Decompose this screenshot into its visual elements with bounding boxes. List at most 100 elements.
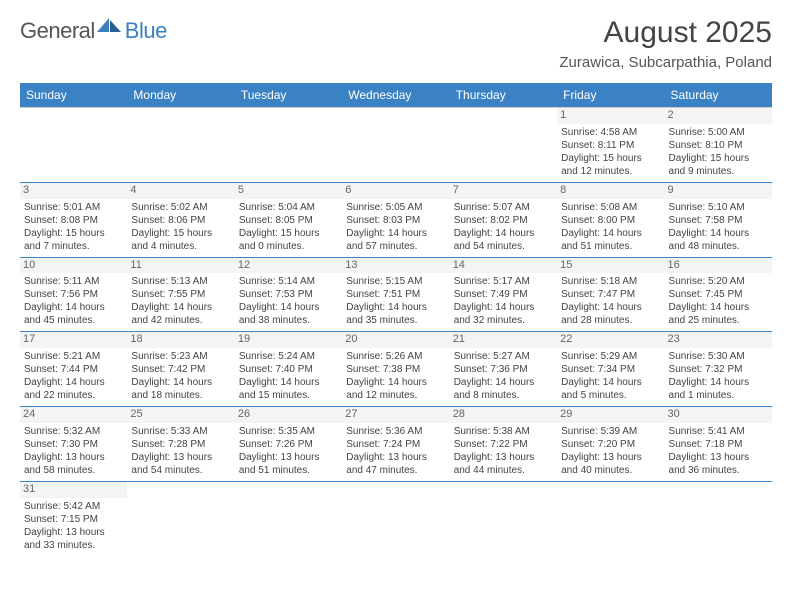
calendar-cell: 2 Sunrise: 5:00 AMSunset: 8:10 PMDaylight… bbox=[665, 108, 772, 183]
day-info: Sunrise: 5:05 AMSunset: 8:03 PMDaylight:… bbox=[346, 201, 445, 253]
weekday-row: SundayMondayTuesdayWednesdayThursdayFrid… bbox=[20, 83, 772, 108]
weekday-header: Saturday bbox=[665, 83, 772, 108]
calendar-cell-empty bbox=[20, 108, 127, 183]
calendar-row: 31 Sunrise: 5:42 AMSunset: 7:15 PMDayligh… bbox=[20, 481, 772, 555]
day-info: Sunrise: 5:27 AMSunset: 7:36 PMDaylight:… bbox=[454, 350, 553, 402]
calendar-cell: 21 Sunrise: 5:27 AMSunset: 7:36 PMDayligh… bbox=[450, 332, 557, 407]
calendar-cell: 23Sunrise: 5:30 AMSunset: 7:32 PMDayligh… bbox=[665, 332, 772, 407]
calendar-cell: 6 Sunrise: 5:05 AMSunset: 8:03 PMDaylight… bbox=[342, 182, 449, 257]
day-info: Sunrise: 5:20 AMSunset: 7:45 PMDaylight:… bbox=[669, 275, 768, 327]
day-info: Sunrise: 5:21 AMSunset: 7:44 PMDaylight:… bbox=[24, 350, 123, 402]
calendar-body: 1Sunrise: 4:58 AMSunset: 8:11 PMDaylight… bbox=[20, 108, 772, 556]
day-number: 7 bbox=[450, 183, 557, 199]
weekday-header: Thursday bbox=[450, 83, 557, 108]
calendar-cell: 9 Sunrise: 5:10 AMSunset: 7:58 PMDaylight… bbox=[665, 182, 772, 257]
day-info: Sunrise: 5:41 AMSunset: 7:18 PMDaylight:… bbox=[669, 425, 768, 477]
day-info: Sunrise: 5:11 AMSunset: 7:56 PMDaylight:… bbox=[24, 275, 123, 327]
day-info: Sunrise: 5:23 AMSunset: 7:42 PMDaylight:… bbox=[131, 350, 230, 402]
logo-sail-icon bbox=[95, 16, 123, 34]
calendar-row: 24 Sunrise: 5:32 AMSunset: 7:30 PMDayligh… bbox=[20, 407, 772, 482]
weekday-header: Monday bbox=[127, 83, 234, 108]
day-number: 27 bbox=[342, 407, 449, 423]
calendar-cell: 28 Sunrise: 5:38 AMSunset: 7:22 PMDayligh… bbox=[450, 407, 557, 482]
header: General Blue August 2025 Zurawica, Subca… bbox=[20, 18, 772, 71]
calendar-table: SundayMondayTuesdayWednesdayThursdayFrid… bbox=[20, 83, 772, 556]
day-number: 19 bbox=[235, 332, 342, 348]
weekday-header: Wednesday bbox=[342, 83, 449, 108]
day-number: 20 bbox=[342, 332, 449, 348]
day-number: 15 bbox=[557, 258, 664, 274]
calendar-cell: 31 Sunrise: 5:42 AMSunset: 7:15 PMDayligh… bbox=[20, 481, 127, 555]
day-number: 21 bbox=[450, 332, 557, 348]
calendar-cell: 26 Sunrise: 5:35 AMSunset: 7:26 PMDayligh… bbox=[235, 407, 342, 482]
day-number: 8 bbox=[557, 183, 664, 199]
calendar-cell: 5Sunrise: 5:04 AMSunset: 8:05 PMDaylight… bbox=[235, 182, 342, 257]
day-number: 30 bbox=[665, 407, 772, 423]
day-number: 5 bbox=[235, 183, 342, 199]
calendar-row: 1Sunrise: 4:58 AMSunset: 8:11 PMDaylight… bbox=[20, 108, 772, 183]
day-number: 1 bbox=[557, 108, 664, 124]
day-info: Sunrise: 5:15 AMSunset: 7:51 PMDaylight:… bbox=[346, 275, 445, 327]
day-number: 16 bbox=[665, 258, 772, 274]
day-number: 23 bbox=[665, 332, 772, 348]
day-number: 31 bbox=[20, 482, 127, 498]
calendar-row: 17 Sunrise: 5:21 AMSunset: 7:44 PMDayligh… bbox=[20, 332, 772, 407]
calendar-cell: 29 Sunrise: 5:39 AMSunset: 7:20 PMDayligh… bbox=[557, 407, 664, 482]
calendar-cell: 10Sunrise: 5:11 AMSunset: 7:56 PMDayligh… bbox=[20, 257, 127, 332]
day-number: 26 bbox=[235, 407, 342, 423]
day-info: Sunrise: 5:42 AMSunset: 7:15 PMDaylight:… bbox=[24, 500, 123, 552]
calendar-head: SundayMondayTuesdayWednesdayThursdayFrid… bbox=[20, 83, 772, 108]
weekday-header: Sunday bbox=[20, 83, 127, 108]
calendar-cell-empty bbox=[235, 108, 342, 183]
day-info: Sunrise: 5:35 AMSunset: 7:26 PMDaylight:… bbox=[239, 425, 338, 477]
title-block: August 2025 Zurawica, Subcarpathia, Pola… bbox=[559, 18, 772, 71]
calendar-cell: 17 Sunrise: 5:21 AMSunset: 7:44 PMDayligh… bbox=[20, 332, 127, 407]
day-number: 14 bbox=[450, 258, 557, 274]
day-info: Sunrise: 5:10 AMSunset: 7:58 PMDaylight:… bbox=[669, 201, 768, 253]
day-info: Sunrise: 5:26 AMSunset: 7:38 PMDaylight:… bbox=[346, 350, 445, 402]
day-info: Sunrise: 5:17 AMSunset: 7:49 PMDaylight:… bbox=[454, 275, 553, 327]
day-info: Sunrise: 5:32 AMSunset: 7:30 PMDaylight:… bbox=[24, 425, 123, 477]
calendar-cell-empty bbox=[127, 108, 234, 183]
day-info: Sunrise: 5:38 AMSunset: 7:22 PMDaylight:… bbox=[454, 425, 553, 477]
calendar-cell: 8 Sunrise: 5:08 AMSunset: 8:00 PMDaylight… bbox=[557, 182, 664, 257]
day-number: 12 bbox=[235, 258, 342, 274]
calendar-cell-empty bbox=[342, 108, 449, 183]
day-number: 9 bbox=[665, 183, 772, 199]
day-info: Sunrise: 5:08 AMSunset: 8:00 PMDaylight:… bbox=[561, 201, 660, 253]
day-info: Sunrise: 5:29 AMSunset: 7:34 PMDaylight:… bbox=[561, 350, 660, 402]
day-info: Sunrise: 5:13 AMSunset: 7:55 PMDaylight:… bbox=[131, 275, 230, 327]
day-info: Sunrise: 5:36 AMSunset: 7:24 PMDaylight:… bbox=[346, 425, 445, 477]
day-number: 6 bbox=[342, 183, 449, 199]
day-info: Sunrise: 5:39 AMSunset: 7:20 PMDaylight:… bbox=[561, 425, 660, 477]
day-number: 11 bbox=[127, 258, 234, 274]
calendar-cell: 12Sunrise: 5:14 AMSunset: 7:53 PMDayligh… bbox=[235, 257, 342, 332]
day-number: 25 bbox=[127, 407, 234, 423]
calendar-page: General Blue August 2025 Zurawica, Subca… bbox=[0, 0, 792, 612]
calendar-cell: 22Sunrise: 5:29 AMSunset: 7:34 PMDayligh… bbox=[557, 332, 664, 407]
calendar-cell: 11Sunrise: 5:13 AMSunset: 7:55 PMDayligh… bbox=[127, 257, 234, 332]
day-number: 28 bbox=[450, 407, 557, 423]
day-info: Sunrise: 5:00 AMSunset: 8:10 PMDaylight:… bbox=[669, 126, 768, 178]
logo-text-blue: Blue bbox=[125, 18, 167, 44]
day-info: Sunrise: 5:24 AMSunset: 7:40 PMDaylight:… bbox=[239, 350, 338, 402]
calendar-cell: 19 Sunrise: 5:24 AMSunset: 7:40 PMDayligh… bbox=[235, 332, 342, 407]
day-number: 29 bbox=[557, 407, 664, 423]
calendar-cell-empty bbox=[450, 481, 557, 555]
calendar-cell-empty bbox=[235, 481, 342, 555]
calendar-cell: 13Sunrise: 5:15 AMSunset: 7:51 PMDayligh… bbox=[342, 257, 449, 332]
day-number: 17 bbox=[20, 332, 127, 348]
weekday-header: Friday bbox=[557, 83, 664, 108]
calendar-cell: 16Sunrise: 5:20 AMSunset: 7:45 PMDayligh… bbox=[665, 257, 772, 332]
calendar-cell-empty bbox=[342, 481, 449, 555]
calendar-cell: 3Sunrise: 5:01 AMSunset: 8:08 PMDaylight… bbox=[20, 182, 127, 257]
calendar-cell-empty bbox=[557, 481, 664, 555]
calendar-cell: 18Sunrise: 5:23 AMSunset: 7:42 PMDayligh… bbox=[127, 332, 234, 407]
day-info: Sunrise: 5:07 AMSunset: 8:02 PMDaylight:… bbox=[454, 201, 553, 253]
day-number: 24 bbox=[20, 407, 127, 423]
calendar-cell: 30 Sunrise: 5:41 AMSunset: 7:18 PMDayligh… bbox=[665, 407, 772, 482]
logo: General Blue bbox=[20, 18, 167, 44]
day-number: 2 bbox=[665, 108, 772, 124]
calendar-cell: 20 Sunrise: 5:26 AMSunset: 7:38 PMDayligh… bbox=[342, 332, 449, 407]
calendar-row: 3Sunrise: 5:01 AMSunset: 8:08 PMDaylight… bbox=[20, 182, 772, 257]
